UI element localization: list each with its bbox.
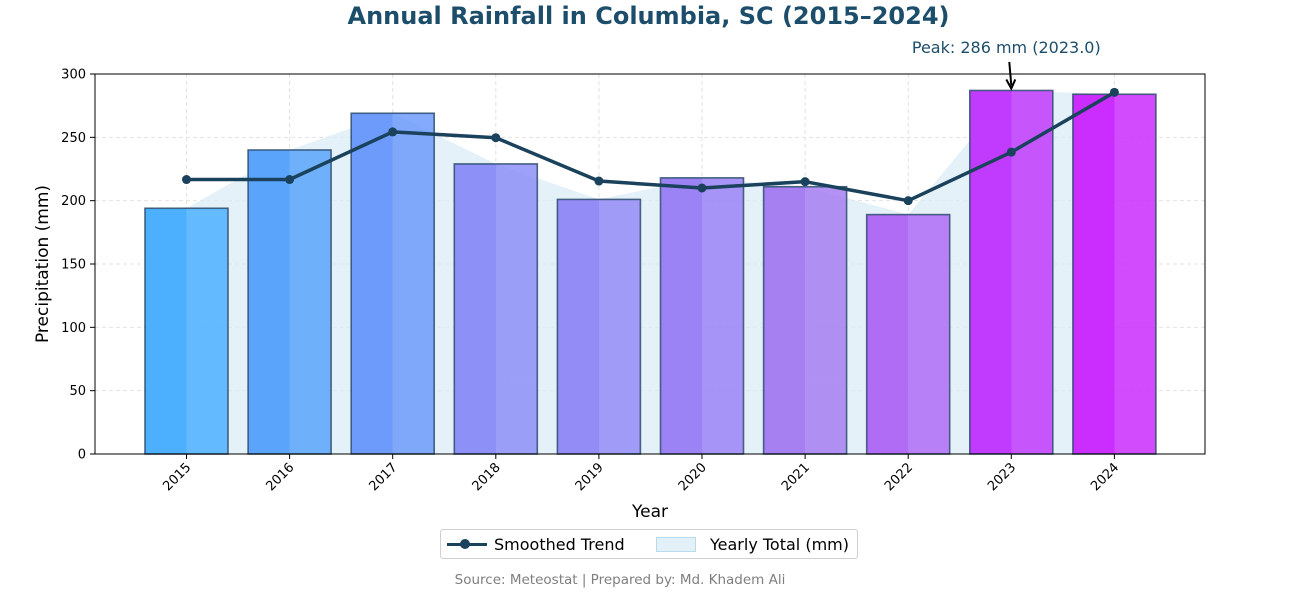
bar-2022	[865, 213, 951, 455]
peak-annotation-label: Peak: 286 mm (2023.0)	[912, 38, 1101, 57]
peak-annotation: Peak: 286 mm (2023.0)	[912, 38, 1101, 91]
trend-point-2015	[182, 175, 191, 185]
trend-point-2017	[388, 127, 398, 137]
x-tick-label-2021: 2021	[779, 460, 813, 494]
x-tick-label-2016: 2016	[263, 460, 297, 494]
legend-area-swatch-icon	[656, 537, 696, 552]
y-tick-label-150: 150	[61, 258, 86, 273]
trend-point-2018	[491, 133, 501, 143]
x-tick-label-2020: 2020	[676, 460, 710, 494]
bar-2018	[453, 163, 539, 455]
trend-point-2019	[594, 176, 604, 186]
bar-2024	[1072, 93, 1157, 455]
trend-point-2020	[697, 183, 707, 193]
x-tick-label-2018: 2018	[470, 460, 504, 494]
legend: Smoothed Trend Yearly Total (mm)	[440, 529, 858, 559]
x-tick-label-2023: 2023	[985, 460, 1019, 494]
x-tick-label-2019: 2019	[573, 460, 607, 494]
trend-point-2023	[1006, 147, 1016, 157]
bar-2016	[247, 149, 332, 455]
trend-point-2021	[800, 177, 810, 187]
peak-arrow-head-icon	[1005, 78, 1017, 91]
y-tick-label-200: 200	[61, 194, 86, 209]
y-tick-label-100: 100	[61, 321, 86, 336]
trend-point-2022	[903, 196, 913, 206]
x-tick-label-2017: 2017	[367, 460, 401, 494]
chart-title: Annual Rainfall in Columbia, SC (2015–20…	[347, 2, 950, 30]
legend-trend-marker-icon	[460, 539, 470, 549]
y-axis-label: Precipitation (mm)	[33, 185, 53, 343]
trend-point-2016	[285, 175, 295, 185]
x-tick-label-2024: 2024	[1088, 460, 1122, 494]
bar-2023	[968, 89, 1054, 455]
bar-2020	[659, 177, 745, 455]
bar-2019	[556, 198, 642, 455]
bars	[144, 89, 1157, 455]
trend-point-2024	[1109, 87, 1119, 97]
legend-area-label: Yearly Total (mm)	[710, 535, 849, 554]
y-tick-label-300: 300	[61, 68, 86, 83]
y-tick-label-0: 0	[78, 448, 86, 463]
y-tick-label-250: 250	[61, 131, 86, 146]
x-axis-label: Year	[631, 502, 668, 522]
bar-2015	[144, 207, 229, 455]
x-tick-label-2015: 2015	[160, 460, 194, 494]
trend-line	[186, 90, 1116, 203]
smoothed-trend	[182, 87, 1119, 206]
y-tick-label-50: 50	[69, 384, 86, 399]
source-note: Source: Meteostat | Prepared by: Md. Kha…	[454, 572, 786, 588]
peak-arrow-shaft	[1008, 61, 1013, 86]
legend-trend-label: Smoothed Trend	[494, 535, 625, 554]
bar-2021	[762, 185, 848, 455]
x-tick-label-2022: 2022	[882, 460, 916, 494]
bar-2017	[350, 112, 436, 455]
